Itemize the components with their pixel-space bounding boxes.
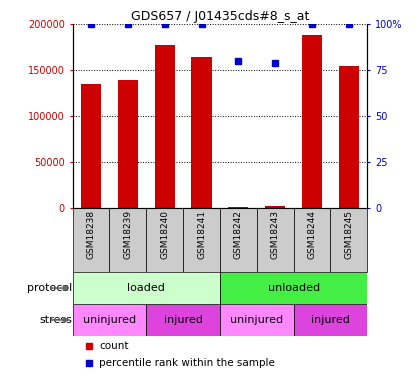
Bar (257, 209, 294, 272)
Text: uninjured: uninjured (83, 315, 136, 325)
Bar (146, 209, 183, 272)
Bar (330, 209, 367, 272)
Bar (81, 84, 101, 209)
Text: GSM18244: GSM18244 (308, 210, 317, 259)
Text: GSM18242: GSM18242 (234, 210, 243, 259)
Text: GSM18239: GSM18239 (123, 210, 132, 260)
Text: percentile rank within the sample: percentile rank within the sample (99, 358, 275, 369)
Text: injured: injured (311, 315, 350, 325)
Bar (146, 304, 220, 336)
Bar (183, 209, 220, 272)
Text: GSM18245: GSM18245 (344, 210, 353, 260)
Bar (73, 272, 220, 304)
Text: loaded: loaded (127, 283, 165, 293)
Text: GSM18238: GSM18238 (87, 210, 95, 260)
Text: GSM18241: GSM18241 (197, 210, 206, 260)
Bar (220, 209, 257, 272)
Text: GSM18240: GSM18240 (160, 210, 169, 260)
Bar (118, 80, 138, 209)
Bar (294, 209, 330, 272)
Bar (73, 209, 110, 272)
Text: count: count (99, 341, 129, 351)
Bar (73, 304, 146, 336)
Bar (154, 45, 175, 209)
Bar (265, 206, 286, 209)
Text: injured: injured (164, 315, 203, 325)
Text: unloaded: unloaded (268, 283, 320, 293)
Bar (220, 272, 367, 304)
Bar (339, 66, 359, 209)
Bar (220, 304, 294, 336)
Bar (191, 57, 212, 208)
Bar (110, 209, 146, 272)
Text: stress: stress (40, 315, 73, 325)
Text: GSM18243: GSM18243 (271, 210, 280, 260)
Bar (302, 35, 322, 209)
Title: GDS657 / J01435cds#8_s_at: GDS657 / J01435cds#8_s_at (131, 10, 309, 23)
Text: protocol: protocol (27, 283, 73, 293)
Text: uninjured: uninjured (230, 315, 283, 325)
Bar (228, 207, 249, 209)
Bar (294, 304, 367, 336)
